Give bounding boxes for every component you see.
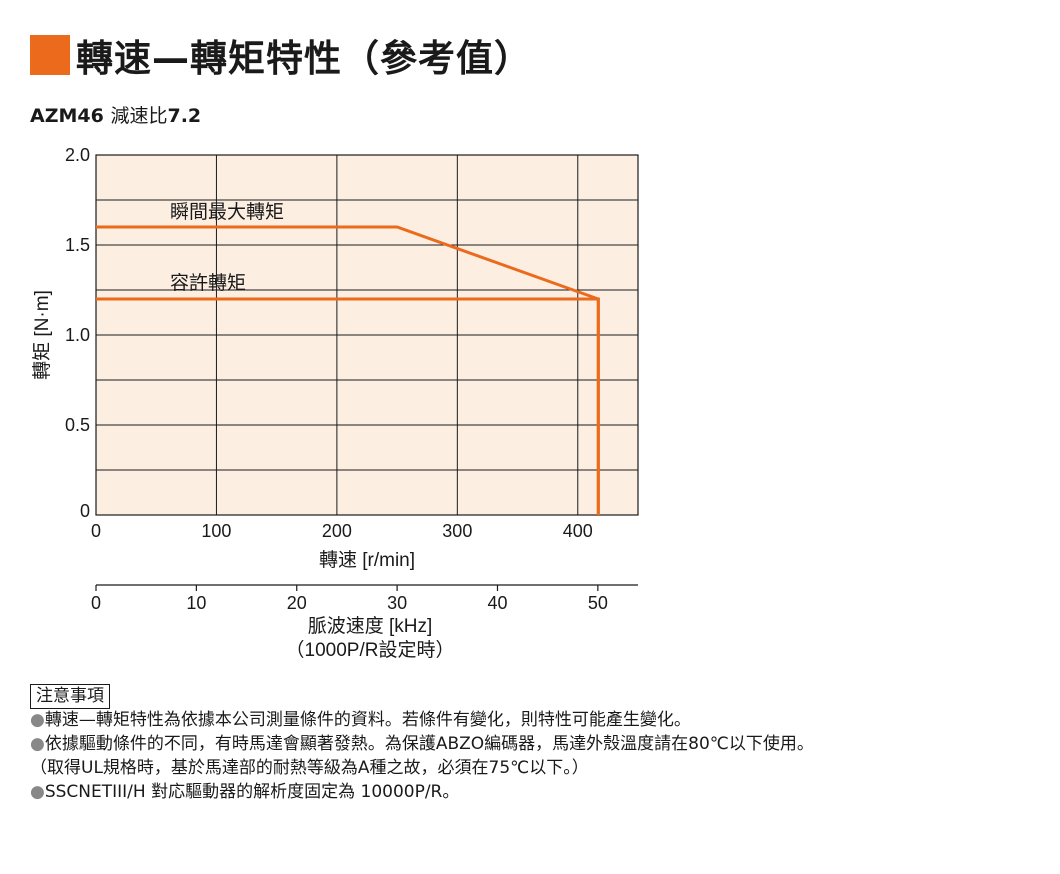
series-line-allowable-torque (96, 297, 600, 515)
y-tick-label: 2.0 (65, 145, 90, 165)
bullet-icon: ● (30, 734, 45, 754)
notes-heading: 注意事項 (30, 684, 110, 709)
bullet-icon: ● (30, 710, 45, 730)
y-tick-label: 0 (80, 501, 90, 521)
series-label-allowable-torque: 容許轉矩 (170, 272, 246, 294)
subtitle-ratio: 7.2 (167, 105, 202, 127)
x-tick-label: 300 (442, 521, 472, 541)
secondary-tick-label: 50 (588, 593, 608, 613)
chart-subtitle: AZM46 減速比7.2 (30, 101, 201, 128)
note-text-1: 轉速—轉矩特性為依據本公司測量條件的資料。若條件有變化，則特性可能產生變化。 (44, 710, 691, 730)
note-item: ●依據驅動條件的不同，有時馬達會顯著發熱。為保護ABZO編碼器，馬達外殼溫度請在… (30, 733, 814, 755)
y-axis-label: 轉矩 [N·m] (31, 290, 53, 380)
secondary-tick-label: 40 (487, 593, 507, 613)
secondary-tick-label: 30 (387, 593, 407, 613)
secondary-axis-label: 脈波速度 [kHz] (308, 615, 433, 637)
series-label-max-torque: 瞬間最大轉矩 (170, 201, 284, 223)
page-title-row: 轉速—轉矩特性（參考值） (30, 28, 532, 82)
secondary-tick-label: 20 (287, 593, 307, 613)
secondary-axis-note: （1000P/R設定時） (286, 639, 455, 661)
subtitle-label: 減速比 (110, 105, 168, 127)
title-accent-square (30, 35, 70, 75)
subtitle-model: AZM46 (30, 105, 104, 127)
note-item: ●SSCNETIII/H 對応驅動器的解析度固定為 10000P/R。 (30, 781, 459, 803)
y-tick-label: 1.5 (65, 235, 90, 255)
note-continuation: （取得UL規格時，基於馬達部的耐熱等級為A種之故，必須在75℃以下。） (30, 758, 589, 778)
plot-frame (95, 154, 639, 516)
x-axis-label: 轉速 [r/min] (319, 549, 415, 571)
secondary-tick-label: 10 (186, 593, 206, 613)
x-tick-label: 0 (91, 521, 101, 541)
note-text-2: 依據驅動條件的不同，有時馬達會顯著發熱。為保護ABZO編碼器，馬達外殼溫度請在8… (44, 734, 814, 754)
y-tick-label: 1.0 (65, 325, 90, 345)
secondary-tick-label: 0 (91, 593, 101, 613)
note-text-3: SSCNETIII/H 對応驅動器的解析度固定為 10000P/R。 (44, 782, 460, 802)
y-tick-label: 0.5 (65, 415, 90, 435)
page-title: 轉速—轉矩特性（參考值） (76, 37, 532, 80)
x-tick-label: 200 (322, 521, 352, 541)
x-tick-label: 400 (563, 521, 593, 541)
bullet-icon: ● (30, 782, 45, 802)
note-item: ●轉速—轉矩特性為依據本公司測量條件的資料。若條件有變化，則特性可能產生變化。 (30, 709, 691, 731)
x-tick-label: 100 (201, 521, 231, 541)
